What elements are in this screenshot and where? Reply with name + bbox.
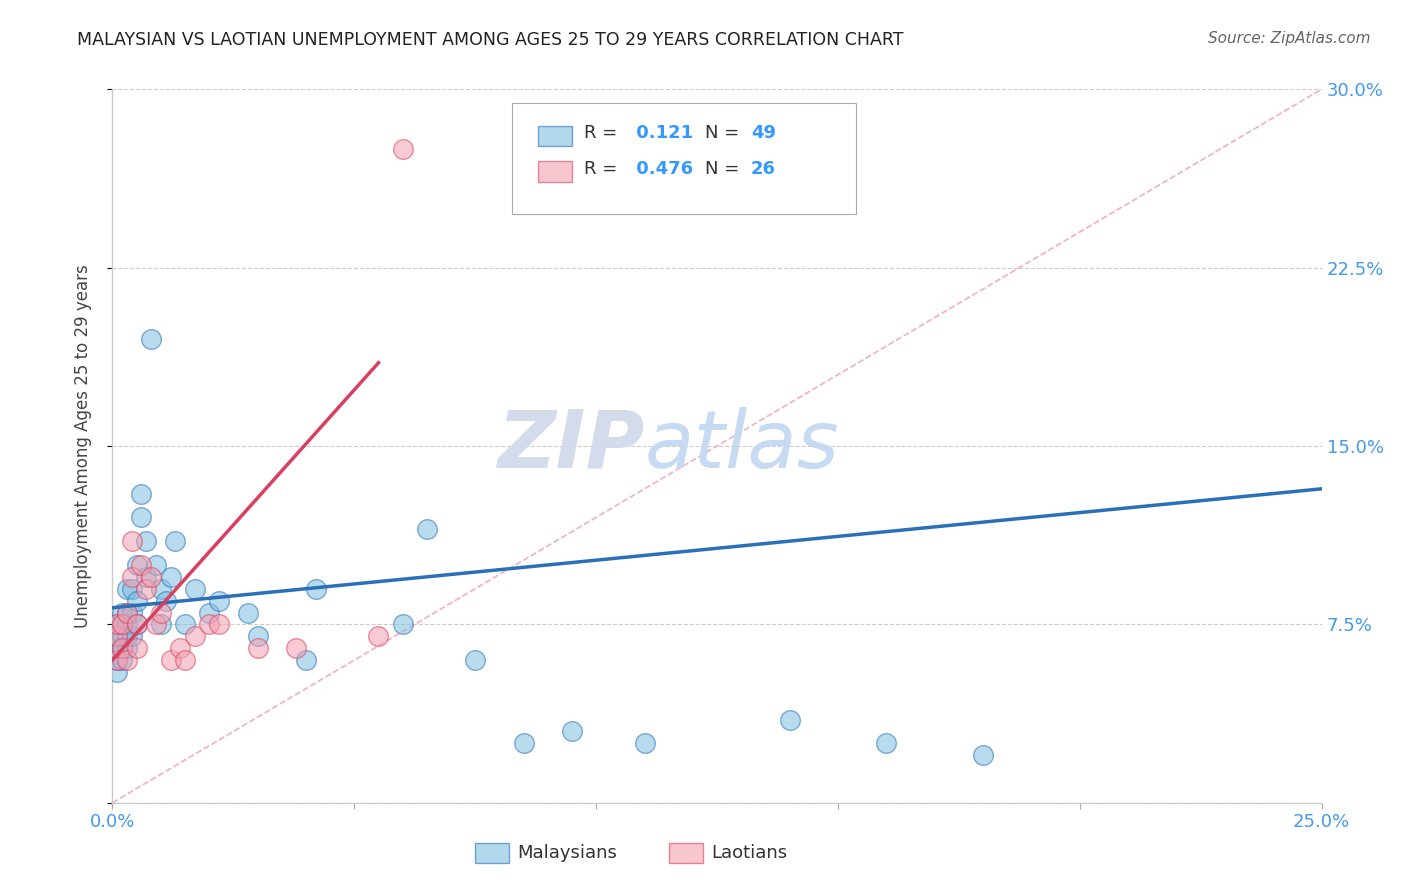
Point <box>464 653 486 667</box>
Point <box>236 606 259 620</box>
Point <box>115 617 138 632</box>
Point <box>174 653 197 667</box>
Point <box>155 593 177 607</box>
Point <box>285 641 308 656</box>
Text: MALAYSIAN VS LAOTIAN UNEMPLOYMENT AMONG AGES 25 TO 29 YEARS CORRELATION CHART: MALAYSIAN VS LAOTIAN UNEMPLOYMENT AMONG … <box>77 31 904 49</box>
Text: 26: 26 <box>751 161 776 178</box>
Point <box>111 641 134 656</box>
Point <box>208 593 231 607</box>
Point <box>115 606 138 620</box>
Text: Malaysians: Malaysians <box>517 845 617 863</box>
Y-axis label: Unemployment Among Ages 25 to 29 years: Unemployment Among Ages 25 to 29 years <box>73 264 91 628</box>
Point <box>183 629 205 643</box>
Text: R =: R = <box>583 161 623 178</box>
Point <box>165 534 187 549</box>
Point <box>141 570 163 584</box>
Point <box>125 558 148 572</box>
Point <box>416 522 439 536</box>
Text: 49: 49 <box>751 125 776 143</box>
Point <box>121 606 143 620</box>
Point <box>183 582 205 596</box>
Point <box>295 653 318 667</box>
Point <box>111 606 134 620</box>
Point <box>391 142 413 156</box>
Text: Source: ZipAtlas.com: Source: ZipAtlas.com <box>1208 31 1371 46</box>
Text: atlas: atlas <box>644 407 839 485</box>
Point <box>105 653 128 667</box>
Point <box>149 606 172 620</box>
Point <box>391 617 413 632</box>
Point <box>125 641 148 656</box>
Point <box>159 653 181 667</box>
Point <box>125 617 148 632</box>
Point <box>105 617 128 632</box>
FancyBboxPatch shape <box>512 103 856 214</box>
Point <box>121 629 143 643</box>
Point <box>105 665 128 679</box>
Point <box>111 617 134 632</box>
Point <box>145 617 167 632</box>
Point <box>121 582 143 596</box>
Point <box>174 617 197 632</box>
Point <box>875 736 897 750</box>
Point <box>105 641 128 656</box>
Point <box>145 558 167 572</box>
Point <box>169 641 191 656</box>
Point <box>779 713 801 727</box>
FancyBboxPatch shape <box>475 843 509 863</box>
Point <box>105 653 128 667</box>
Text: R =: R = <box>583 125 623 143</box>
Point <box>135 570 157 584</box>
Point <box>633 736 655 750</box>
Point <box>246 629 269 643</box>
Point <box>111 629 134 643</box>
Point <box>125 617 148 632</box>
Point <box>141 332 163 346</box>
Point <box>246 641 269 656</box>
Point <box>115 606 138 620</box>
Point <box>304 582 326 596</box>
FancyBboxPatch shape <box>538 161 572 182</box>
Point <box>972 748 994 763</box>
Point <box>111 617 134 632</box>
Point <box>115 653 138 667</box>
Point <box>115 629 138 643</box>
Point <box>135 582 157 596</box>
Point <box>121 534 143 549</box>
Text: ZIP: ZIP <box>498 407 644 485</box>
Point <box>159 570 181 584</box>
Text: N =: N = <box>704 125 745 143</box>
Point <box>105 629 128 643</box>
Point <box>105 629 128 643</box>
Point <box>131 510 153 524</box>
Point <box>131 486 153 500</box>
Point <box>208 617 231 632</box>
Text: 0.476: 0.476 <box>630 161 693 178</box>
Text: N =: N = <box>704 161 745 178</box>
Point <box>149 582 172 596</box>
Point <box>111 653 134 667</box>
Point <box>125 593 148 607</box>
Point <box>111 641 134 656</box>
Point <box>198 617 221 632</box>
Point <box>198 606 221 620</box>
Point <box>512 736 534 750</box>
Point <box>149 617 172 632</box>
Point <box>561 724 583 739</box>
Point <box>121 570 143 584</box>
Point <box>135 534 157 549</box>
Point <box>115 582 138 596</box>
Text: Laotians: Laotians <box>711 845 787 863</box>
FancyBboxPatch shape <box>538 126 572 146</box>
FancyBboxPatch shape <box>669 843 703 863</box>
Point <box>105 617 128 632</box>
Point <box>131 558 153 572</box>
Text: 0.121: 0.121 <box>630 125 693 143</box>
Point <box>367 629 389 643</box>
Point <box>115 641 138 656</box>
